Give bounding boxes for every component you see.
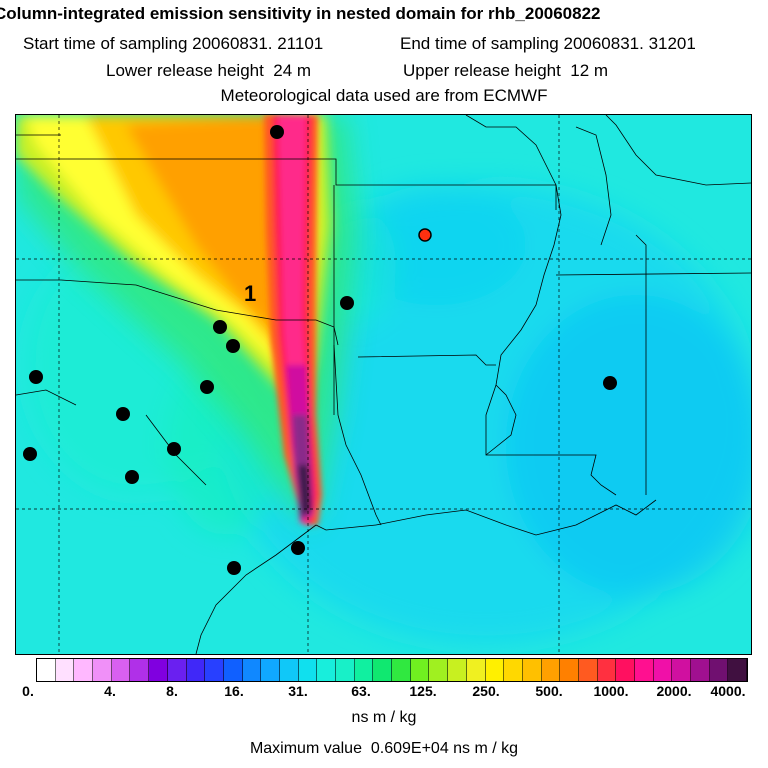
tick-label: 63. [351,683,371,699]
start-time-label: Start time of sampling [23,34,188,53]
tick-label: 4000. [710,683,746,699]
met-data-line: Meteorological data used are from ECMWF [220,86,548,105]
color-scale-ticks: 0. 4. 8. 16. 31. 63. 125. 250. 500. 1000. 2000. 400… [0,683,768,703]
tick-label: 125. [409,683,437,699]
color-swatch [74,659,94,681]
plume-outer [16,115,331,405]
tick-label: 8. [166,683,178,699]
color-swatch [167,659,187,681]
color-swatch [653,659,673,681]
color-swatch [149,659,168,681]
color-swatch [448,659,467,681]
end-time-label: End time of sampling [400,34,559,53]
color-swatch [635,659,654,681]
station-marker [227,561,241,575]
lower-release-value: 24 m [273,61,312,80]
color-swatch [466,659,486,681]
color-swatch [429,659,449,681]
station-marker [603,376,617,390]
start-time-line: Start time of sampling 20060831. 21101 [23,34,323,54]
lower-release-line: Lower release height 24 m [106,61,311,81]
lat-lon-grid [16,115,751,654]
color-swatch [55,659,75,681]
station-marker [226,339,240,353]
color-swatch [691,659,710,681]
station-marker [213,320,227,334]
station-marker [29,370,43,384]
color-swatch [485,659,505,681]
station-marker [291,541,305,555]
color-swatch [541,659,561,681]
color-swatch [373,659,393,681]
color-scale-bar [36,658,748,682]
tick-label: 31. [288,683,308,699]
color-swatch [616,659,635,681]
color-swatch [93,659,112,681]
station-marker [167,442,181,456]
station-marker [125,470,139,484]
tick-label: 1000. [593,683,629,699]
tick-label: 500. [535,683,563,699]
color-swatch [709,659,729,681]
tick-label: 2000. [656,683,692,699]
color-swatch [410,659,430,681]
color-swatch [597,659,617,681]
color-swatch [672,659,692,681]
tick-label: 4. [104,683,116,699]
color-swatch [336,659,355,681]
station-marker [23,447,37,461]
color-swatch [560,659,579,681]
color-swatch [242,659,262,681]
tick-label: 250. [472,683,500,699]
color-swatch [317,659,336,681]
color-swatch [298,659,318,681]
station-marker [418,228,432,242]
start-time-value: 20060831. 21101 [192,34,324,53]
color-swatch [728,659,748,681]
color-swatch [223,659,243,681]
color-swatch [111,659,131,681]
cluster-label: 1 [244,281,256,306]
color-swatch [186,659,206,681]
maximum-value-label: Maximum value [249,740,362,757]
station-marker [200,380,214,394]
tick-label: 16. [224,683,244,699]
station-marker [270,125,284,139]
end-time-line: End time of sampling 20060831. 31201 [400,34,696,54]
upper-release-line: Upper release height 12 m [403,61,608,81]
color-swatch [504,659,523,681]
boundaries [16,115,751,654]
color-scale-units: ns m / kg [351,709,417,726]
upper-release-label: Upper release height [403,61,561,80]
color-swatch [279,659,299,681]
station-marker [340,296,354,310]
sensitivity-map: 1 [15,114,752,655]
color-swatch [261,659,280,681]
station-marker [116,407,130,421]
color-swatch [37,659,56,681]
color-swatch [205,659,224,681]
maximum-value: 0.609E+04 ns m / kg [370,740,519,757]
tick-label: 0. [22,683,34,699]
color-swatch [354,659,374,681]
upper-release-value: 12 m [570,61,609,80]
end-time-value: 20060831. 31201 [563,34,696,53]
color-swatch [522,659,542,681]
color-swatch [578,659,598,681]
color-swatch [392,659,411,681]
station-markers [23,125,617,575]
maximum-value-line: Maximum value 0.609E+04 ns m / kg [0,740,768,758]
color-swatch [130,659,150,681]
chart-title: Column-integrated emission sensitivity i… [0,4,601,23]
lower-release-label: Lower release height [106,61,264,80]
